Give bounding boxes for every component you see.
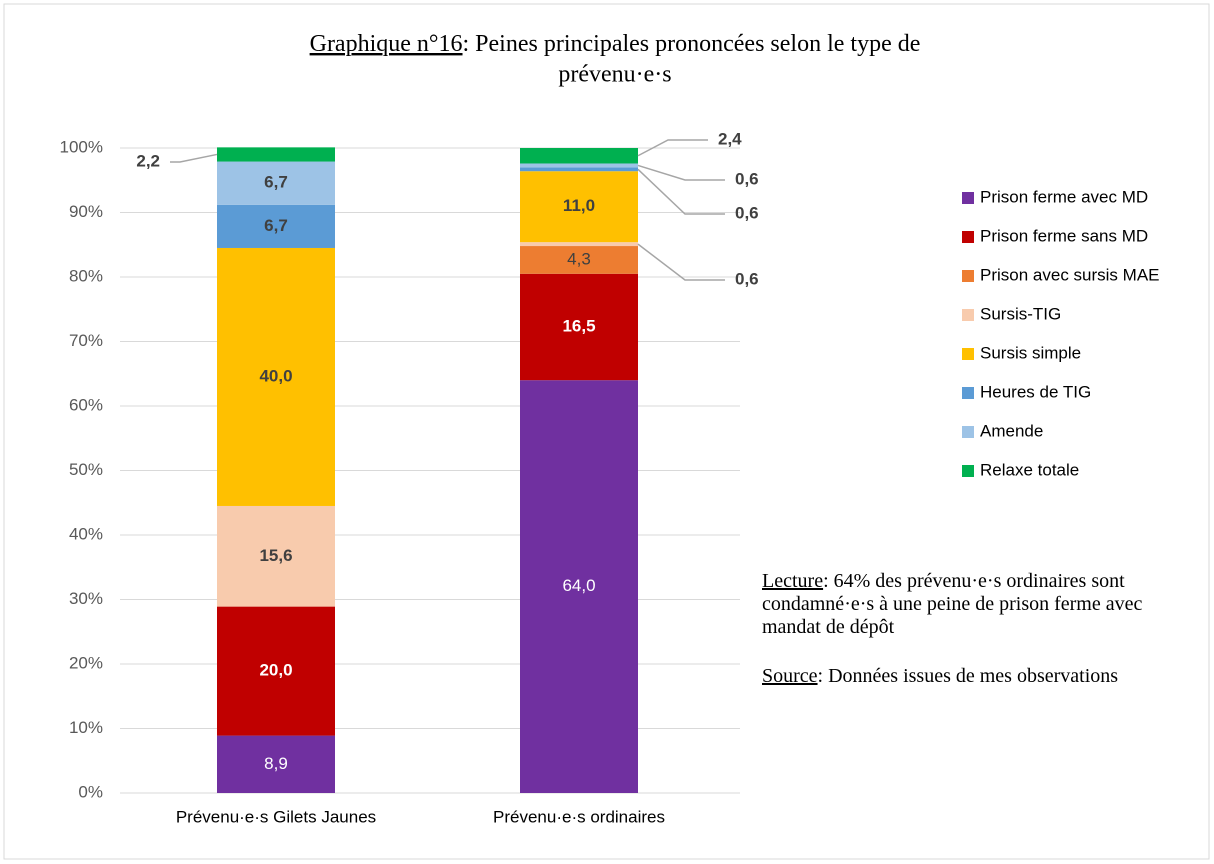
legend-swatch xyxy=(962,192,974,204)
legend-swatch xyxy=(962,270,974,282)
legend-label: Sursis simple xyxy=(980,343,1081,362)
y-tick-label: 10% xyxy=(69,718,103,737)
bar-segment xyxy=(520,242,638,247)
data-label: 0,6 xyxy=(735,269,759,288)
chart-title: Graphique n°16: Peines principales prono… xyxy=(310,31,921,57)
bar-segment xyxy=(217,161,335,205)
y-tick-label: 60% xyxy=(69,395,103,414)
data-label: 15,6 xyxy=(259,546,292,565)
y-tick-label: 80% xyxy=(69,266,103,285)
y-tick-label: 20% xyxy=(69,653,103,672)
legend-label: Relaxe totale xyxy=(980,460,1079,479)
legend-swatch xyxy=(962,348,974,360)
legend-label: Sursis-TIG xyxy=(980,304,1061,323)
leader-line xyxy=(637,168,725,215)
legend-swatch xyxy=(962,309,974,321)
data-label: 20,0 xyxy=(259,661,292,680)
data-label: 6,7 xyxy=(264,173,288,192)
bar-segment xyxy=(520,171,638,243)
data-label: 0,6 xyxy=(735,203,759,222)
legend-label: Heures de TIG xyxy=(980,382,1091,401)
bar-segment xyxy=(520,273,638,381)
title-text: : Peines principales prononcées selon le… xyxy=(463,31,921,57)
bar-segment xyxy=(217,606,335,736)
bar-segment xyxy=(520,380,638,793)
note-label: Lecture xyxy=(762,570,824,592)
note-label: Source xyxy=(762,665,818,687)
legend-label: Amende xyxy=(980,421,1043,440)
y-tick-label: 90% xyxy=(69,202,103,221)
legend-label: Prison ferme sans MD xyxy=(980,226,1148,245)
note-text: : 64% des prévenu·e·s ordinaires sont co… xyxy=(762,570,1143,638)
x-tick-label: Prévenu·e·s ordinaires xyxy=(493,807,665,826)
leader-line xyxy=(637,243,725,281)
bar-segment xyxy=(520,148,638,164)
bar-segment xyxy=(217,147,335,162)
bar-segment xyxy=(217,247,335,506)
legend-swatch xyxy=(962,387,974,399)
y-tick-label: 0% xyxy=(78,782,103,801)
y-tick-label: 40% xyxy=(69,524,103,543)
data-label: 6,7 xyxy=(264,216,288,235)
y-tick-label: 70% xyxy=(69,331,103,350)
legend-swatch xyxy=(962,465,974,477)
leader-line xyxy=(170,153,218,163)
data-label: 2,2 xyxy=(136,151,160,170)
bar-segment xyxy=(217,735,335,793)
note-text: : Données issues de mes observations xyxy=(817,665,1119,687)
data-label: 4,3 xyxy=(567,249,591,268)
data-label: 11,0 xyxy=(563,196,595,215)
data-label: 40,0 xyxy=(259,366,292,385)
data-label: 64,0 xyxy=(562,576,595,595)
legend-swatch xyxy=(962,426,974,438)
y-tick-label: 50% xyxy=(69,460,103,479)
leader-line xyxy=(637,164,725,181)
bar-segment xyxy=(520,167,638,172)
y-tick-label: 30% xyxy=(69,589,103,608)
data-label: 16,5 xyxy=(562,316,595,335)
bar-segment xyxy=(520,246,638,274)
data-label: 0,6 xyxy=(735,169,759,188)
data-label: 2,4 xyxy=(718,129,742,148)
note-source: Source: Données issues de mes observatio… xyxy=(762,665,1202,688)
x-tick-label: Prévenu·e·s Gilets Jaunes xyxy=(176,807,376,826)
bar-segment xyxy=(217,505,335,607)
bar-segment xyxy=(520,163,638,168)
chart-title-line: prévenu·e·s xyxy=(558,62,671,88)
title-lead: Graphique n°16 xyxy=(310,31,463,57)
legend-label: Prison avec sursis MAE xyxy=(980,265,1160,284)
note-lecture: Lecture: 64% des prévenu·e·s ordinaires … xyxy=(762,570,1202,639)
leader-line xyxy=(637,139,708,157)
legend-label: Prison ferme avec MD xyxy=(980,187,1148,206)
y-tick-label: 100% xyxy=(60,137,103,156)
chart-frame xyxy=(3,3,1210,860)
data-label: 8,9 xyxy=(264,754,288,773)
bar-segment xyxy=(217,204,335,248)
legend-swatch xyxy=(962,231,974,243)
